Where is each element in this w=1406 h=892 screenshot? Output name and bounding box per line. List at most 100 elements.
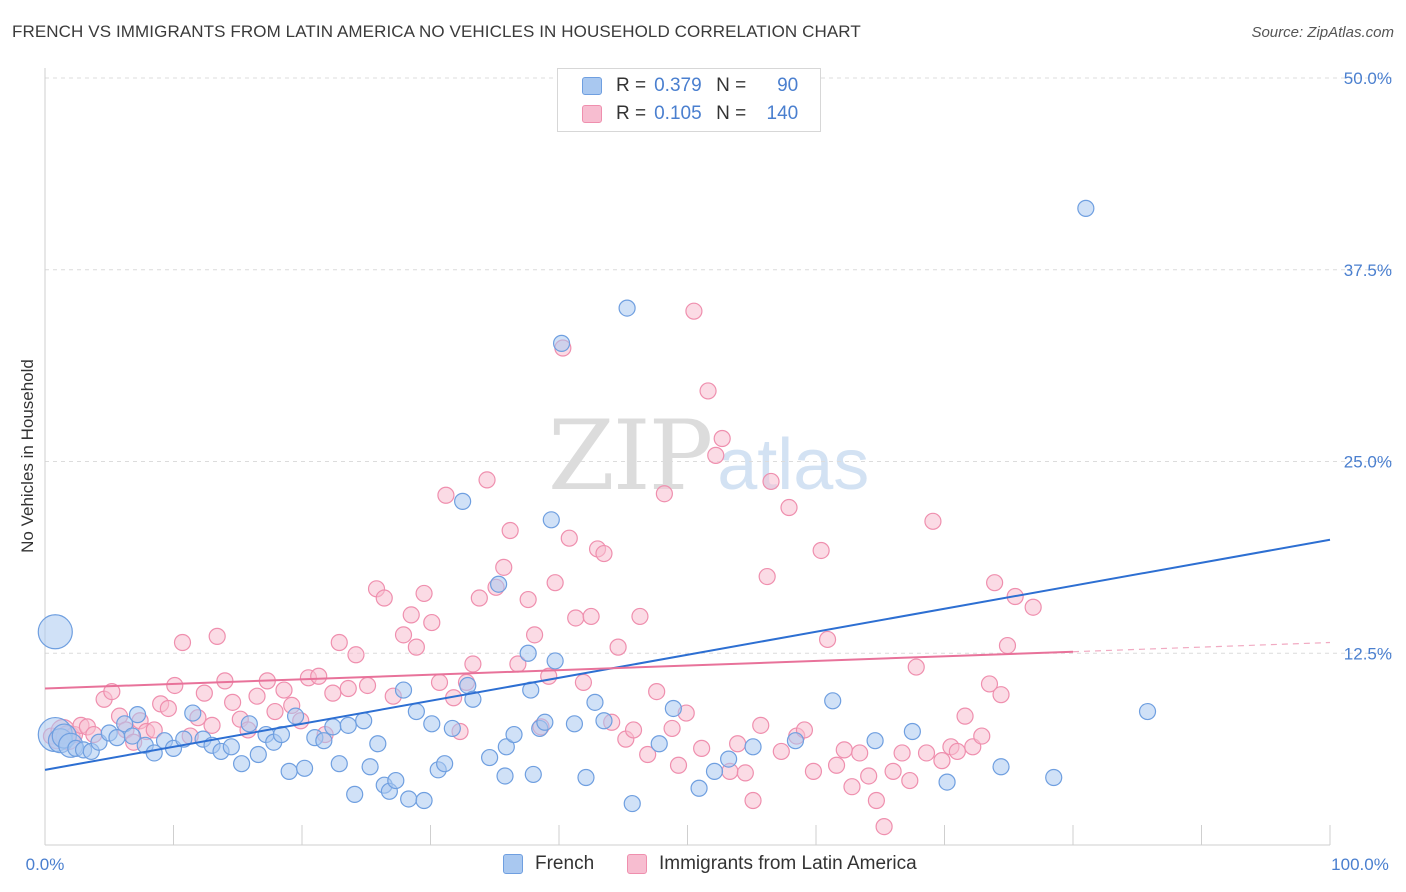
latin-trend-extension	[1072, 641, 1331, 653]
latin-america-point	[609, 638, 627, 656]
french-point	[394, 681, 413, 699]
french-points	[37, 199, 1157, 813]
latin-america-point	[203, 716, 221, 734]
latin-america-point	[159, 699, 177, 718]
french-point	[249, 745, 267, 764]
french-point	[992, 758, 1010, 776]
latin-america-point	[145, 721, 163, 739]
x-tick-label: 0.0%	[26, 855, 65, 874]
latin-america-point	[478, 471, 496, 489]
latin-america-point	[224, 693, 242, 711]
bottom-legend-latin: Immigrants from Latin America	[627, 852, 917, 876]
latin-america-point	[762, 472, 780, 491]
bottom-swatch-latin	[627, 854, 647, 874]
latin-america-point	[402, 606, 420, 624]
bottom-legend-latin-label: Immigrants from Latin America	[659, 853, 917, 874]
french-point	[233, 755, 251, 773]
latin-america-point	[310, 667, 328, 685]
french-point	[407, 702, 425, 721]
latin-america-point	[437, 486, 455, 504]
latin-america-point	[574, 673, 593, 691]
trend-lines	[44, 538, 1331, 771]
latin-america-point	[980, 675, 999, 693]
french-point	[536, 713, 554, 731]
french-point	[280, 762, 298, 780]
legend-r-label: R =	[616, 103, 647, 124]
latin-america-point	[772, 742, 790, 761]
french-point	[355, 712, 373, 730]
correlation-legend: R = 0.379 N = 90 R = 0.105 N = 140	[557, 68, 821, 132]
legend-r-value: 0.379	[654, 75, 702, 96]
latin-america-point	[639, 745, 657, 764]
french-point	[705, 762, 724, 780]
latin-america-point	[339, 679, 357, 698]
latin-america-point	[973, 727, 991, 745]
french-point	[565, 715, 584, 733]
latin-america-point	[986, 574, 1004, 592]
latin-america-point	[173, 633, 192, 652]
latin-america-point	[867, 791, 885, 810]
latin-america-point	[707, 446, 725, 464]
legend-row-french: R = 0.379 N = 90	[582, 74, 798, 98]
latin-america-point	[208, 627, 226, 645]
latin-america-point	[195, 684, 213, 702]
french-point	[369, 735, 387, 753]
french-point	[497, 738, 515, 756]
latin-america-point	[546, 574, 564, 592]
latin-america-point	[901, 771, 919, 790]
latin-america-point	[917, 744, 936, 762]
latin-america-point	[275, 681, 293, 699]
french-point	[454, 492, 472, 510]
bottom-legend-french-label: French	[535, 853, 595, 874]
latin-america-point	[166, 676, 184, 695]
bottom-swatch-french	[503, 854, 523, 874]
french-point	[128, 706, 147, 724]
latin-america-point	[893, 744, 911, 762]
latin-america-point	[685, 302, 703, 320]
latin-america-point	[663, 719, 681, 738]
latin-america-point	[729, 735, 747, 753]
latin-america-point	[843, 778, 861, 796]
french-point	[744, 738, 762, 756]
latin-america-point	[216, 672, 234, 690]
latin-america-point	[495, 558, 513, 576]
latin-america-point	[860, 767, 878, 785]
latin-america-point	[347, 646, 365, 664]
latin-america-point	[582, 607, 600, 626]
french-point	[286, 707, 305, 725]
latin-america-point	[744, 791, 762, 810]
french-point	[346, 785, 364, 803]
latin-trend-line	[44, 650, 1074, 690]
french-point	[524, 765, 542, 784]
french-point	[824, 692, 842, 710]
french-point	[546, 652, 564, 670]
french-point	[464, 690, 482, 708]
french-point	[650, 735, 668, 753]
french-point	[595, 712, 613, 730]
french-point	[552, 334, 571, 352]
latin-america-point	[948, 742, 966, 761]
french-point	[116, 715, 134, 733]
french-point	[443, 719, 461, 738]
latin-america-point	[248, 687, 266, 705]
latin-america-point	[1024, 598, 1042, 616]
legend-n-label: N =	[716, 103, 747, 124]
legend-swatch-french	[582, 77, 602, 95]
latin-america-point	[648, 682, 666, 701]
latin-america-point	[812, 541, 830, 560]
latin-america-point	[827, 756, 846, 774]
source-label: Source: ZipAtlas.com	[1251, 24, 1394, 41]
tick-labels: 12.5% 25.0% 37.5% 50.0% 0.0% 100.0%	[26, 69, 1392, 874]
french-trend-line	[44, 538, 1331, 771]
latin-america-point	[736, 764, 754, 782]
y-tick-label: 37.5%	[1344, 261, 1392, 280]
latin-america-point	[324, 684, 342, 702]
french-point	[577, 768, 595, 787]
french-point	[903, 722, 921, 741]
latin-america-point	[423, 613, 441, 632]
legend-n-value: 90	[777, 75, 799, 96]
latin-america-point	[655, 485, 673, 503]
french-point	[324, 718, 342, 736]
latin-america-point	[669, 756, 688, 774]
